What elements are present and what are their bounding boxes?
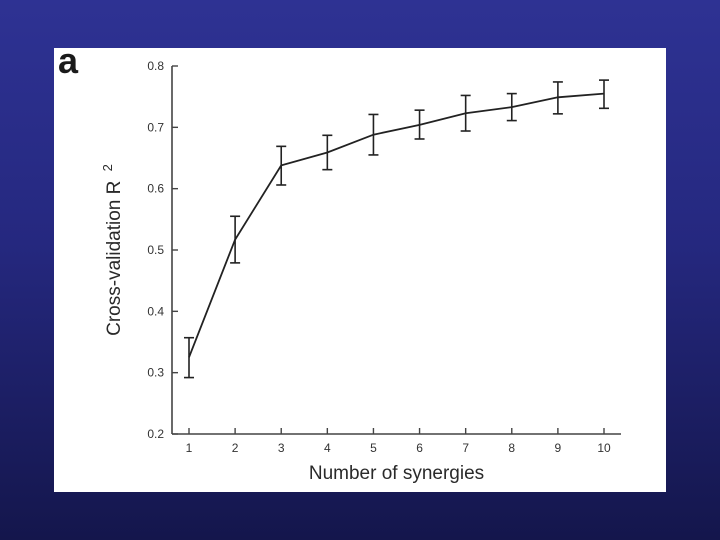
chart: 0.2 0.3 0.4 0.5 0.6 0.7 0.8 1 2 3 4 5 6 7 8 9 10 Number … [100,59,621,484]
panel-label: a [58,40,79,81]
y-tick-label: 0.4 [147,304,164,318]
x-tick-label: 8 [508,441,515,455]
x-tick-label: 6 [416,441,423,455]
y-tick-label: 0.7 [147,120,164,134]
axis-labels: Number of synergies Cross-validation R 2 [100,164,484,484]
y-tick-label: 0.2 [147,427,164,441]
x-tick-label: 4 [324,441,331,455]
x-tick-label: 7 [462,441,469,455]
y-tick-label: 0.5 [147,243,164,257]
x-axis-label: Number of synergies [309,463,484,484]
x-tick-label: 1 [186,441,193,455]
x-tick-label: 3 [278,441,285,455]
series-layer [184,79,609,379]
y-axis-label: Cross-validation R 2 [100,164,125,336]
y-tick-label: 0.8 [147,59,164,73]
axes: 0.2 0.3 0.4 0.5 0.6 0.7 0.8 1 2 3 4 5 6 7 8 9 10 [147,59,621,455]
y-tick-label: 0.3 [147,366,164,380]
series-line [188,92,605,358]
y-axis-label-superscript: 2 [100,164,115,171]
x-tick-label: 10 [597,441,611,455]
y-axis-label-text: Cross-validation R [104,181,125,336]
x-tick-label: 5 [370,441,377,455]
x-tick-label: 2 [232,441,239,455]
x-tick-label: 9 [555,441,562,455]
figure-panel: a 0.2 0.3 0.4 0.5 0.6 0.7 0.8 1 2 3 4 5 6 7 8 9 10 Numbe… [54,40,666,492]
y-tick-label: 0.6 [147,182,164,196]
